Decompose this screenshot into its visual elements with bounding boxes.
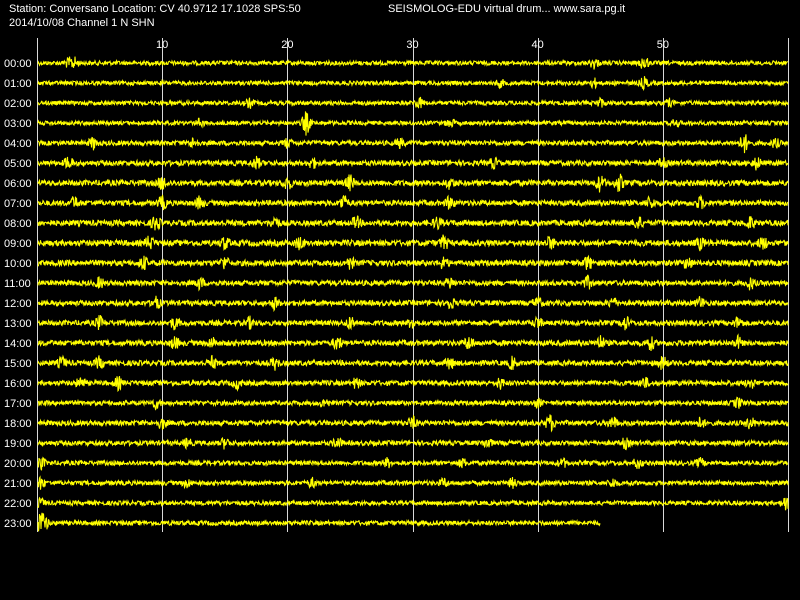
hour-row-label: 10:00 — [4, 258, 32, 270]
seismic-trace-18:00 — [37, 414, 789, 433]
hour-row-label: 21:00 — [4, 478, 32, 490]
date-channel-info: 2014/10/08 Channel 1 N SHN — [9, 17, 155, 29]
seismic-trace-06:00 — [37, 173, 789, 193]
seismic-trace-15:00 — [37, 354, 789, 371]
seismic-trace-17:00 — [37, 396, 789, 411]
hour-row-label: 20:00 — [4, 458, 32, 470]
seismic-trace-11:00 — [37, 274, 789, 292]
hour-row-label: 01:00 — [4, 78, 32, 90]
minute-tick-label: 30 — [406, 39, 418, 51]
hour-row-label: 14:00 — [4, 338, 32, 350]
hour-row-label: 23:00 — [4, 518, 32, 530]
seismic-trace-03:00 — [37, 111, 789, 136]
seismic-trace-04:00 — [37, 134, 789, 154]
hour-row-label: 04:00 — [4, 138, 32, 150]
seismic-trace-14:00 — [37, 333, 789, 351]
seismic-trace-13:00 — [37, 315, 789, 331]
hour-row-label: 05:00 — [4, 158, 32, 170]
seismic-trace-19:00 — [37, 436, 789, 451]
app-brand-title: SEISMOLOG-EDU virtual drum... www.sara.p… — [388, 3, 626, 15]
seismic-trace-01:00 — [37, 76, 789, 91]
hour-row-label: 00:00 — [4, 58, 32, 70]
minute-tick-label: 10 — [156, 39, 168, 51]
seismic-trace-12:00 — [37, 295, 789, 313]
seismic-trace-09:00 — [37, 234, 789, 252]
hour-row-label: 17:00 — [4, 398, 32, 410]
hourly-traces — [37, 56, 789, 532]
hour-row-label: 12:00 — [4, 298, 32, 310]
hour-row-label: 07:00 — [4, 198, 32, 210]
seismic-trace-00:00 — [37, 56, 789, 70]
seismic-trace-05:00 — [37, 155, 789, 171]
seismic-trace-16:00 — [37, 376, 789, 393]
hour-row-label: 09:00 — [4, 238, 32, 250]
seismic-trace-21:00 — [37, 475, 789, 490]
minute-tick-label: 20 — [281, 39, 293, 51]
hour-row-label: 03:00 — [4, 118, 32, 130]
hour-row-label: 18:00 — [4, 418, 32, 430]
seismic-trace-08:00 — [37, 215, 789, 231]
hour-row-labels: 00:00 01:00 02:00 03:00 04:00 05:00 06:00 07:00… — [4, 58, 32, 530]
seismic-trace-10:00 — [37, 254, 789, 271]
seismic-trace-02:00 — [37, 96, 789, 109]
hour-row-label: 08:00 — [4, 218, 32, 230]
hour-row-label: 13:00 — [4, 318, 32, 330]
minute-tick-label: 50 — [657, 39, 669, 51]
seismic-trace-22:00 — [37, 496, 789, 511]
hour-row-label: 22:00 — [4, 498, 32, 510]
minute-tick-label: 40 — [532, 39, 544, 51]
hour-row-label: 16:00 — [4, 378, 32, 390]
grid-lines — [37, 38, 789, 532]
seismic-trace-07:00 — [37, 194, 789, 211]
minute-tick-labels: 10 20 30 40 50 — [156, 39, 669, 51]
hour-row-label: 06:00 — [4, 178, 32, 190]
seismic-trace-23:00 — [37, 512, 601, 532]
hour-row-label: 19:00 — [4, 438, 32, 450]
hour-row-label: 15:00 — [4, 358, 32, 370]
hour-row-label: 11:00 — [4, 278, 31, 290]
hour-row-label: 02:00 — [4, 98, 32, 110]
station-info: Station: Conversano Location: CV 40.9712… — [9, 3, 301, 15]
seismic-trace-20:00 — [37, 456, 789, 471]
